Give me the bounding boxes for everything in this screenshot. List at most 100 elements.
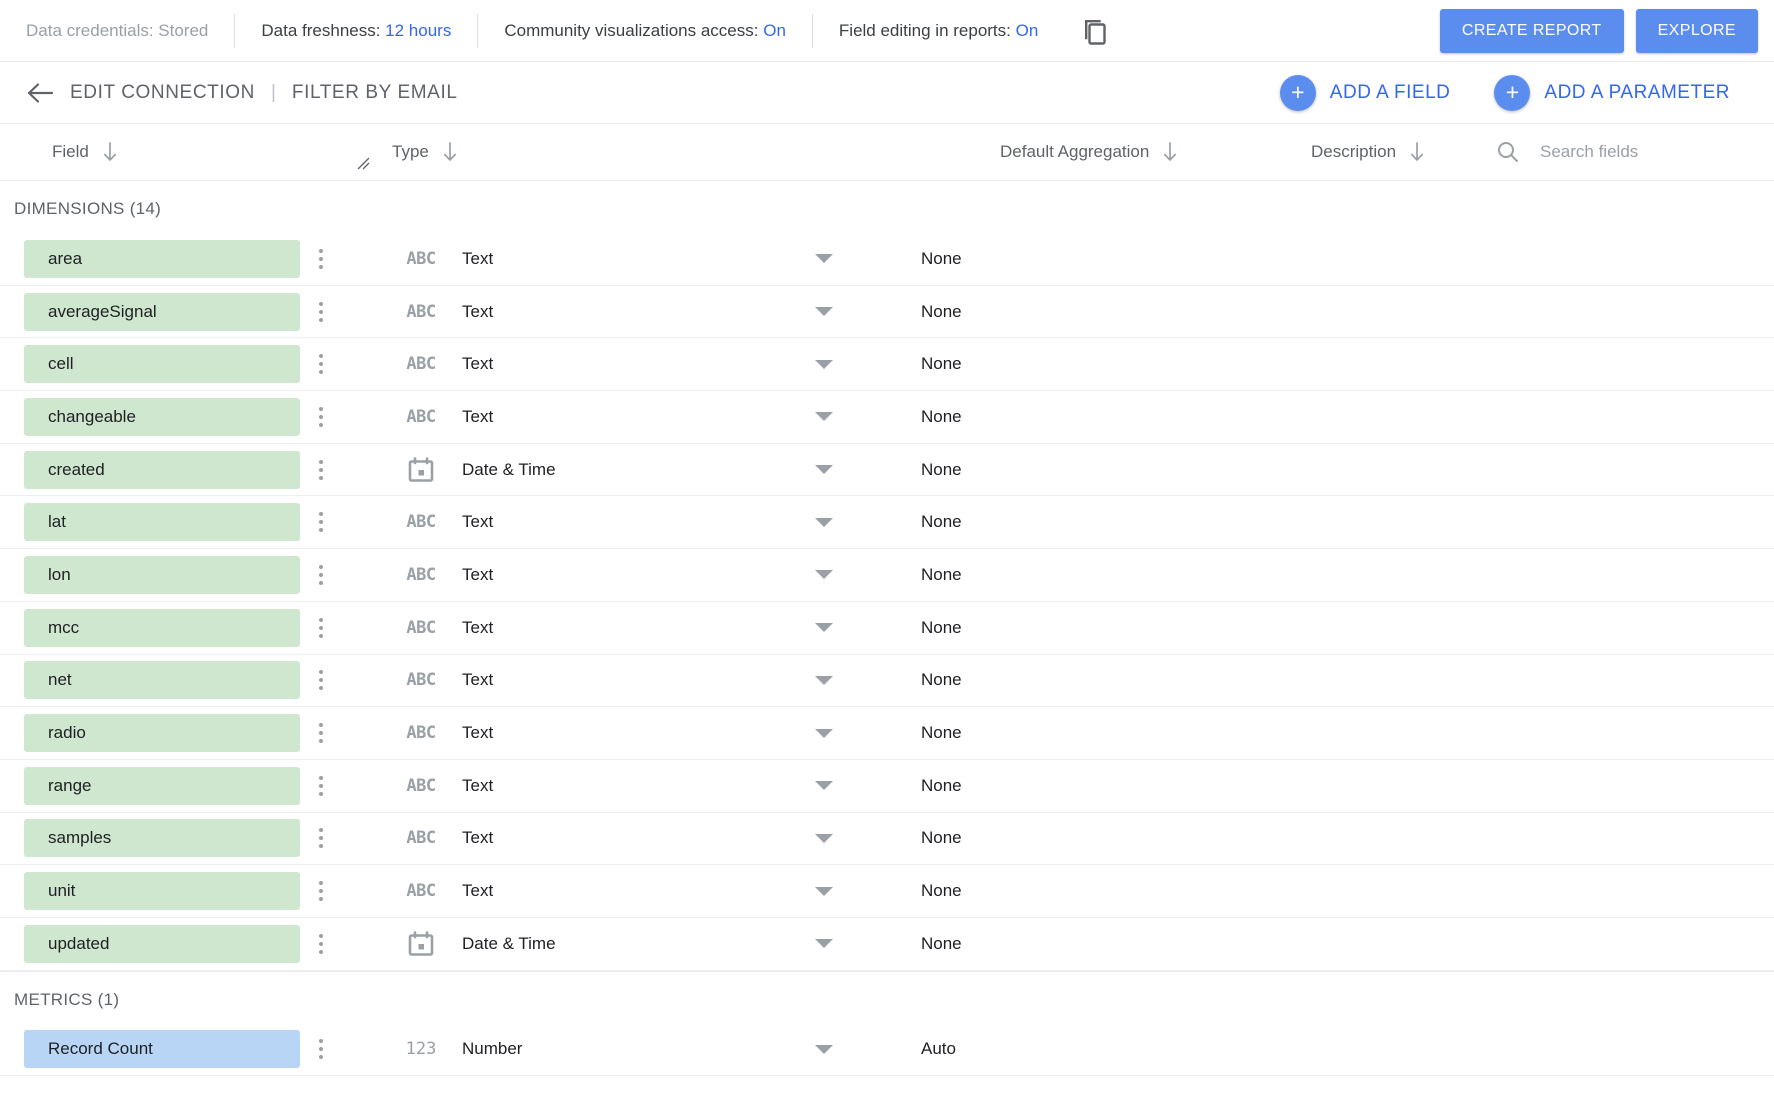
field-name-chip[interactable]: range [24, 766, 300, 805]
more-options-icon[interactable] [310, 564, 332, 585]
field-type-label[interactable]: Date & Time [462, 933, 556, 953]
more-options-icon[interactable] [310, 406, 332, 427]
chevron-down-icon[interactable] [815, 781, 833, 791]
community-visualizations-value[interactable]: On [763, 21, 786, 40]
table-row[interactable]: updated Date & Time None [0, 918, 1774, 971]
column-header-type[interactable]: Type [392, 141, 457, 163]
chevron-down-icon[interactable] [815, 570, 833, 580]
field-type-label[interactable]: Text [462, 617, 494, 637]
default-aggregation-value[interactable]: None [921, 723, 962, 743]
field-name-chip[interactable]: changeable [24, 397, 300, 436]
table-row[interactable]: created Date & Time None [0, 444, 1774, 497]
arrow-down-icon[interactable] [103, 141, 117, 163]
more-options-icon[interactable] [310, 881, 332, 902]
default-aggregation-value[interactable]: None [921, 248, 962, 268]
default-aggregation-value[interactable]: None [921, 564, 962, 584]
field-name-chip[interactable]: lat [24, 503, 300, 542]
data-credentials-status[interactable]: Data credentials: Stored [26, 21, 209, 40]
table-row[interactable]: range ABC Text None [0, 760, 1774, 813]
table-row[interactable]: changeable ABC Text None [0, 391, 1774, 444]
chevron-down-icon[interactable] [815, 675, 833, 685]
default-aggregation-value[interactable]: None [921, 828, 962, 848]
chevron-down-icon[interactable] [815, 886, 833, 896]
field-editing-status[interactable]: Field editing in reports: On [813, 22, 1064, 39]
default-aggregation-value[interactable]: Auto [921, 1039, 956, 1059]
search-input[interactable] [1538, 141, 1748, 163]
default-aggregation-value[interactable]: None [921, 459, 962, 479]
field-type-label[interactable]: Text [462, 301, 494, 321]
field-type-label[interactable]: Text [462, 723, 494, 743]
chevron-down-icon[interactable] [815, 412, 833, 422]
field-type-label[interactable]: Text [462, 248, 494, 268]
more-options-icon[interactable] [310, 459, 332, 480]
table-row[interactable]: radio ABC Text None [0, 707, 1774, 760]
edit-connection-link[interactable]: EDIT CONNECTION [70, 81, 255, 103]
chevron-down-icon[interactable] [815, 1044, 833, 1054]
column-header-description[interactable]: Description [1311, 141, 1424, 163]
data-freshness-value[interactable]: 12 hours [385, 21, 452, 40]
arrow-down-icon[interactable] [1410, 141, 1424, 163]
community-visualizations-status[interactable]: Community visualizations access: On [478, 22, 812, 39]
more-options-icon[interactable] [310, 1039, 332, 1060]
table-row[interactable]: mcc ABC Text None [0, 602, 1774, 655]
field-name-chip[interactable]: created [24, 450, 300, 489]
chevron-down-icon[interactable] [815, 939, 833, 949]
default-aggregation-value[interactable]: None [921, 406, 962, 426]
more-options-icon[interactable] [310, 670, 332, 691]
field-type-label[interactable]: Date & Time [462, 459, 556, 479]
field-name-chip[interactable]: averageSignal [24, 292, 300, 331]
field-type-label[interactable]: Text [462, 775, 494, 795]
explore-button[interactable]: EXPLORE [1635, 8, 1758, 53]
chevron-down-icon[interactable] [815, 307, 833, 317]
column-header-field[interactable]: Field [52, 141, 117, 163]
create-report-button[interactable]: CREATE REPORT [1439, 8, 1624, 53]
arrow-left-icon[interactable] [26, 78, 56, 108]
field-name-chip[interactable]: lon [24, 555, 300, 594]
search-fields-container[interactable] [1496, 124, 1766, 180]
default-aggregation-value[interactable]: None [921, 881, 962, 901]
more-options-icon[interactable] [310, 933, 332, 954]
field-name-chip[interactable]: cell [24, 345, 300, 384]
default-aggregation-value[interactable]: None [921, 512, 962, 532]
table-row[interactable]: area ABC Text None [0, 233, 1774, 286]
data-freshness-status[interactable]: Data freshness: 12 hours [235, 22, 477, 39]
table-row[interactable]: lon ABC Text None [0, 549, 1774, 602]
field-type-label[interactable]: Number [462, 1039, 523, 1059]
chevron-down-icon[interactable] [815, 359, 833, 369]
more-options-icon[interactable] [310, 775, 332, 796]
table-row[interactable]: cell ABC Text None [0, 338, 1774, 392]
field-editing-value[interactable]: On [1015, 21, 1039, 40]
copy-icon[interactable] [1078, 14, 1112, 48]
default-aggregation-value[interactable]: None [921, 775, 962, 795]
chevron-down-icon[interactable] [815, 254, 833, 264]
arrow-down-icon[interactable] [1163, 141, 1177, 163]
add-a-field-button[interactable]: + ADD A FIELD [1279, 74, 1451, 111]
default-aggregation-value[interactable]: None [921, 670, 962, 690]
more-options-icon[interactable] [310, 828, 332, 849]
field-name-chip[interactable]: radio [24, 714, 300, 753]
field-name-chip[interactable]: mcc [24, 608, 300, 647]
chevron-down-icon[interactable] [815, 623, 833, 633]
more-options-icon[interactable] [310, 512, 332, 533]
field-type-label[interactable]: Text [462, 354, 494, 374]
default-aggregation-value[interactable]: None [921, 617, 962, 637]
more-options-icon[interactable] [310, 354, 332, 375]
chevron-down-icon[interactable] [815, 517, 833, 527]
table-row[interactable]: lat ABC Text None [0, 496, 1774, 550]
field-name-chip[interactable]: Record Count [24, 1030, 300, 1069]
table-row[interactable]: Record Count 123 Number Auto [0, 1024, 1774, 1077]
arrow-down-icon[interactable] [443, 141, 457, 163]
field-name-chip[interactable]: net [24, 661, 300, 700]
more-options-icon[interactable] [310, 301, 332, 322]
field-name-chip[interactable]: updated [24, 924, 300, 963]
column-header-default-aggregation[interactable]: Default Aggregation [1000, 141, 1177, 163]
add-a-parameter-button[interactable]: + ADD A PARAMETER [1494, 74, 1730, 111]
more-options-icon[interactable] [310, 248, 332, 269]
default-aggregation-value[interactable]: None [921, 354, 962, 374]
field-type-label[interactable]: Text [462, 564, 494, 584]
table-row[interactable]: averageSignal ABC Text None [0, 286, 1774, 339]
table-row[interactable]: unit ABC Text None [0, 865, 1774, 918]
default-aggregation-value[interactable]: None [921, 301, 962, 321]
chevron-down-icon[interactable] [815, 465, 833, 475]
table-row[interactable]: samples ABC Text None [0, 813, 1774, 866]
